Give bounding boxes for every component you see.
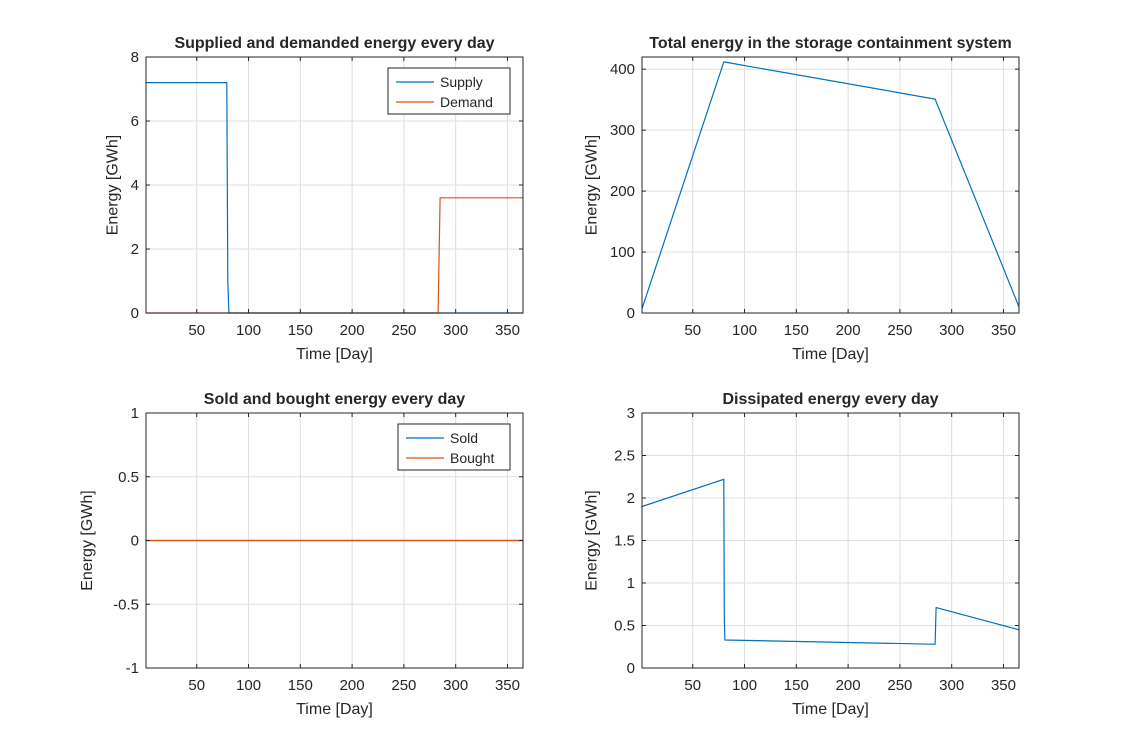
x-tick-label: 100 (236, 322, 261, 339)
x-tick-label: 250 (887, 322, 912, 339)
y-tick-label: 400 (610, 61, 635, 78)
y-tick-label: -1 (126, 660, 139, 677)
chart-title: Dissipated energy every day (722, 391, 938, 408)
x-axis-label: Time [Day] (296, 701, 373, 718)
y-tick-label: 4 (131, 177, 139, 194)
y-tick-label: 1 (627, 575, 635, 592)
y-tick-label: 8 (131, 49, 139, 66)
subplot-3: 50 100 150 200 250 300 350 -1 -0.5 0 0.5 1 Sold and … (79, 391, 524, 718)
legend: Sold Bought (397, 423, 511, 471)
y-tick-label: 0 (627, 305, 635, 322)
x-tick-label: 150 (784, 677, 809, 694)
x-tick-label: 100 (732, 677, 757, 694)
y-tick-label: 2.5 (614, 448, 635, 465)
y-tick-label: 2 (627, 490, 635, 507)
x-tick-label: 300 (939, 322, 964, 339)
axes-box (641, 56, 1020, 314)
x-tick-label: 250 (887, 677, 912, 694)
chart-title: Supplied and demanded energy every day (174, 35, 494, 52)
y-tick-label: 0 (627, 660, 635, 677)
legend-box (397, 423, 511, 471)
x-tick-label: 350 (991, 677, 1016, 694)
x-tick-label: 250 (391, 677, 416, 694)
series-line-1 (641, 478, 1020, 645)
x-axis-label: Time [Day] (792, 346, 869, 363)
chart-title: Sold and bought energy every day (204, 391, 465, 408)
y-axis-label: Energy [GWh] (79, 490, 96, 590)
legend-label-supply: Supply (440, 74, 483, 90)
y-tick-label: 0.5 (614, 618, 635, 635)
legend-box (387, 67, 511, 115)
y-tick-label: -0.5 (113, 596, 139, 613)
x-tick-label: 350 (991, 322, 1016, 339)
x-tick-label: 50 (684, 322, 701, 339)
y-tick-label: 0 (131, 305, 139, 322)
x-tick-label: 150 (784, 322, 809, 339)
y-tick-label: 0.5 (118, 469, 139, 486)
y-tick-label: 1.5 (614, 533, 635, 550)
y-tick-label: 0 (131, 533, 139, 550)
y-axis-label: Energy [GWh] (584, 490, 601, 590)
x-tick-label: 200 (340, 677, 365, 694)
y-axis-label: Energy [GWh] (584, 135, 601, 235)
x-tick-label: 50 (188, 677, 205, 694)
x-tick-label: 200 (836, 677, 861, 694)
x-axis-label: Time [Day] (296, 346, 373, 363)
x-tick-label: 200 (340, 322, 365, 339)
x-axis-label: Time [Day] (792, 701, 869, 718)
plot-area (642, 57, 1019, 313)
series-line-1 (641, 61, 1020, 309)
y-tick-label: 2 (131, 241, 139, 258)
subplot-4: 50 100 150 200 250 300 350 0 0.5 1 1.5 2 2.5 3 Dissipa… (584, 391, 1020, 718)
x-tick-label: 50 (684, 677, 701, 694)
y-tick-label: 300 (610, 122, 635, 139)
legend: Supply Demand (387, 67, 511, 115)
y-tick-label: 200 (610, 183, 635, 200)
y-tick-label: 3 (627, 405, 635, 422)
legend-label-bought: Bought (450, 450, 494, 466)
y-tick-label: 1 (131, 405, 139, 422)
x-tick-label: 300 (443, 322, 468, 339)
x-tick-label: 150 (288, 322, 313, 339)
x-tick-label: 350 (495, 322, 520, 339)
legend-label-sold: Sold (450, 430, 478, 446)
subplot-2: 50 100 150 200 250 300 350 0 100 200 300 400 Total e… (584, 35, 1020, 363)
x-tick-label: 50 (188, 322, 205, 339)
y-axis-label: Energy [GWh] (105, 135, 122, 235)
x-tick-label: 350 (495, 677, 520, 694)
x-tick-label: 300 (443, 677, 468, 694)
subplot-1: 50 100 150 200 250 300 350 0 2 4 6 8 Supplied and de… (105, 35, 524, 363)
x-tick-label: 150 (288, 677, 313, 694)
x-tick-label: 100 (732, 322, 757, 339)
legend-label-demand: Demand (440, 94, 493, 110)
chart-title: Total energy in the storage containment … (649, 35, 1011, 52)
x-tick-label: 250 (391, 322, 416, 339)
y-tick-label: 6 (131, 113, 139, 130)
x-tick-label: 200 (836, 322, 861, 339)
x-tick-label: 300 (939, 677, 964, 694)
x-tick-label: 100 (236, 677, 261, 694)
y-tick-label: 100 (610, 244, 635, 261)
